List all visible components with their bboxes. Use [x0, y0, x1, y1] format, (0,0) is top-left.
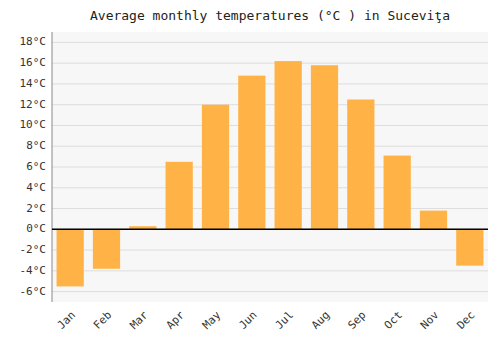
y-tick-label: 14°C	[20, 77, 47, 90]
y-tick-label: 2°C	[26, 202, 46, 215]
bar	[311, 65, 338, 229]
zero-line	[52, 229, 488, 231]
grid-line	[52, 270, 488, 271]
grid-line	[52, 229, 488, 230]
bar	[93, 229, 120, 268]
x-tick-label: Mar	[127, 308, 151, 332]
bar	[384, 156, 411, 230]
grid-line	[52, 63, 488, 64]
grid-line	[52, 187, 488, 188]
x-tick-label: May	[200, 308, 224, 332]
bar	[202, 105, 229, 230]
x-tick-label: Sep	[345, 309, 368, 332]
y-tick-label: 0°C	[26, 222, 46, 235]
bar	[166, 162, 193, 230]
y-tick-label: -2°C	[20, 243, 47, 256]
x-tick-label: Dec	[454, 309, 477, 332]
x-tick-label: Apr	[164, 308, 188, 332]
y-tick-label: 18°C	[20, 35, 47, 48]
y-axis: -6°C -4°C -2°C 0°C 2°C 4°C 6°C 8°C 10°C 12°C 14°C 1…	[20, 35, 47, 297]
x-tick-label: Jan	[55, 309, 78, 332]
bar	[275, 61, 302, 229]
bars	[57, 61, 484, 286]
x-tick-label: Feb	[91, 309, 114, 332]
x-tick-label: Aug	[309, 309, 332, 332]
grid	[52, 42, 488, 291]
plot-background	[52, 32, 488, 302]
bar	[420, 211, 447, 230]
x-axis: Jan Feb Mar Apr May Jun Jul Aug Sep Oct Nov Dec	[55, 308, 478, 332]
title: Average monthly temperatures (°C ) in Su…	[90, 8, 450, 23]
grid-line	[52, 42, 488, 43]
y-tick-label: 16°C	[20, 56, 47, 69]
y-tick-label: 10°C	[20, 118, 47, 131]
grid-line	[52, 208, 488, 209]
y-axis-line	[52, 32, 53, 302]
y-tick-label: -4°C	[20, 264, 47, 277]
grid-line	[52, 146, 488, 147]
y-tick-label: 6°C	[26, 160, 46, 173]
chart-container: -6°C -4°C -2°C 0°C 2°C 4°C 6°C 8°C 10°C 12°C 14°C 1…	[0, 0, 500, 350]
y-tick-label: 8°C	[26, 139, 46, 152]
chart: -6°C -4°C -2°C 0°C 2°C 4°C 6°C 8°C 10°C 12°C 14°C 1…	[0, 0, 500, 350]
x-tick-label: Oct	[382, 309, 405, 332]
grid-line	[52, 167, 488, 168]
grid-line	[52, 83, 488, 84]
x-tick-label: Nov	[418, 308, 442, 332]
bar	[456, 229, 483, 265]
bar	[347, 100, 374, 230]
bar	[238, 76, 265, 230]
x-tick-label: Jun	[236, 309, 259, 332]
grid-line	[52, 291, 488, 292]
bar	[57, 229, 84, 286]
y-tick-label: 4°C	[26, 181, 46, 194]
grid-line	[52, 125, 488, 126]
y-tick-label: -6°C	[20, 285, 47, 298]
grid-line	[52, 104, 488, 105]
x-tick-label: Jul	[273, 309, 296, 332]
y-tick-label: 12°C	[20, 98, 47, 111]
